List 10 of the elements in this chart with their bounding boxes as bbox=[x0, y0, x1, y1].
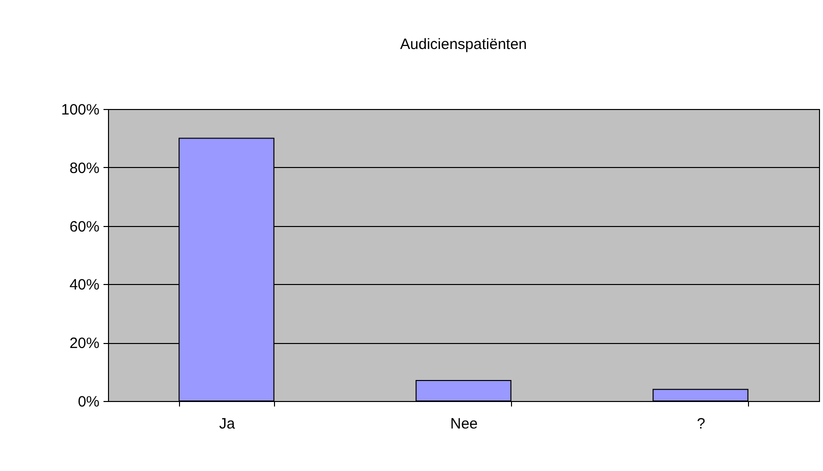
y-tick-label: 40% bbox=[69, 276, 100, 294]
chart-title: Audicienspatiënten bbox=[400, 36, 527, 53]
y-tick-label: 20% bbox=[69, 335, 100, 352]
y-tick-label: 100% bbox=[61, 102, 100, 118]
y-tick-label: 60% bbox=[69, 218, 100, 236]
x-tick-label: Nee bbox=[450, 416, 478, 432]
x-tick-label: ? bbox=[696, 416, 706, 432]
y-tick-label: 80% bbox=[69, 160, 100, 177]
x-tick-label: Ja bbox=[219, 416, 236, 432]
y-tick-label: 0% bbox=[78, 394, 100, 410]
